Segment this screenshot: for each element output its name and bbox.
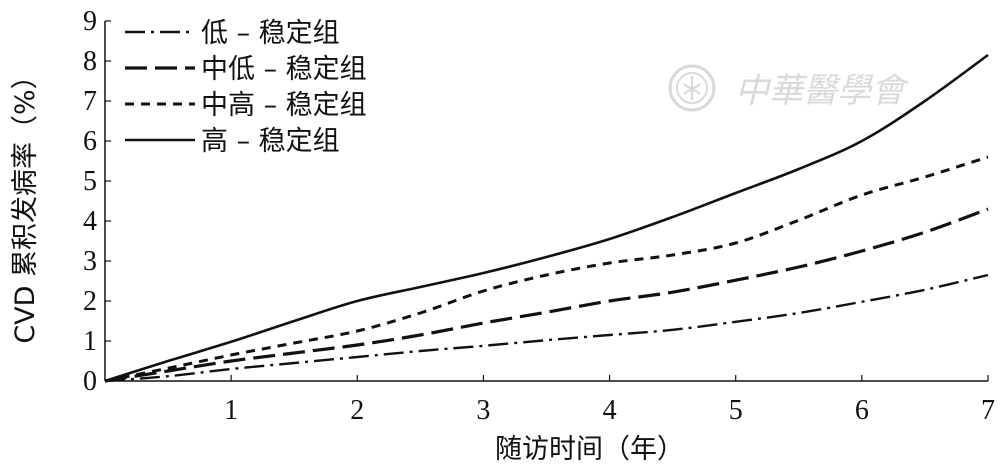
y-tick-label: 6: [83, 126, 97, 157]
legend-label: 中低 – 稳定组: [201, 54, 367, 85]
x-tick-label: 5: [729, 395, 743, 426]
series-layer: [104, 53, 989, 383]
axes: 0 1 2 3 4 5 6 7 8 9 1 2 3 4 5 6 7: [83, 6, 995, 426]
chinese-medical-association-seal-icon: [668, 64, 716, 112]
x-tick-label: 7: [981, 395, 995, 426]
y-tick-label: 1: [83, 326, 97, 357]
y-tick-label: 2: [83, 286, 97, 317]
y-axis-title: CVD 累积发病率（%）: [10, 62, 41, 343]
watermark: 中華醫學會: [668, 64, 910, 112]
series-line-2: [104, 207, 989, 383]
x-tick-label: 2: [350, 395, 364, 426]
series-line-3: [104, 155, 989, 383]
series-line-1: [104, 273, 989, 383]
y-tick-label: 8: [83, 46, 97, 77]
y-tick-label: 9: [83, 6, 97, 37]
legend-label: 高 – 稳定组: [201, 126, 340, 157]
legend-label: 低 – 稳定组: [201, 18, 340, 49]
x-axis-title: 随访时间（年）: [495, 434, 684, 465]
y-tick-label: 0: [83, 366, 97, 397]
series-line-4: [104, 53, 989, 383]
x-tick-label: 1: [224, 395, 238, 426]
y-tick-label: 4: [83, 206, 97, 237]
legend-label: 中高 – 稳定组: [201, 90, 367, 121]
x-tick-label: 6: [855, 395, 869, 426]
y-tick-label: 5: [83, 166, 97, 197]
watermark-text: 中華醫學會: [735, 71, 910, 111]
x-tick-label: 3: [476, 395, 490, 426]
y-tick-label: 3: [83, 246, 97, 277]
x-tick-label: 4: [603, 395, 617, 426]
y-tick-label: 7: [83, 86, 97, 117]
